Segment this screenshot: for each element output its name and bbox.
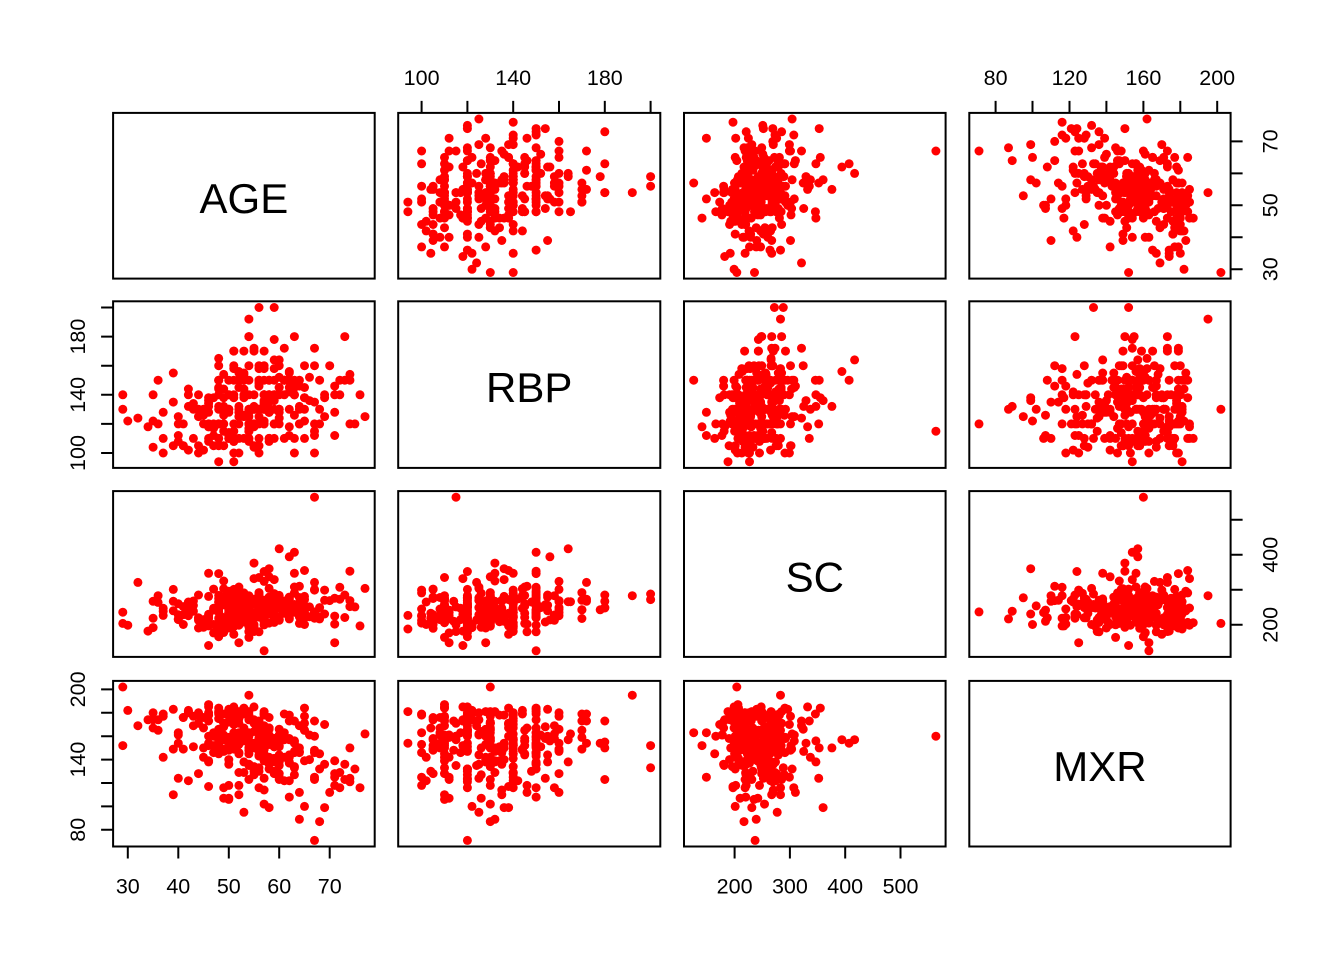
svg-text:50: 50	[1258, 193, 1282, 217]
svg-text:140: 140	[66, 742, 90, 778]
svg-text:400: 400	[827, 875, 863, 899]
svg-text:70: 70	[318, 875, 342, 899]
svg-text:500: 500	[883, 875, 919, 899]
svg-text:200: 200	[1199, 66, 1235, 90]
svg-text:80: 80	[66, 818, 90, 842]
svg-text:200: 200	[717, 875, 753, 899]
svg-text:70: 70	[1258, 129, 1282, 153]
svg-text:180: 180	[66, 319, 90, 355]
svg-text:60: 60	[267, 875, 291, 899]
svg-text:40: 40	[166, 875, 190, 899]
svg-text:30: 30	[116, 875, 140, 899]
svg-text:120: 120	[1052, 66, 1088, 90]
svg-text:160: 160	[1125, 66, 1161, 90]
svg-text:300: 300	[772, 875, 808, 899]
svg-text:100: 100	[404, 66, 440, 90]
svg-text:140: 140	[66, 377, 90, 413]
svg-text:180: 180	[587, 66, 623, 90]
svg-text:MXR: MXR	[1053, 743, 1146, 790]
svg-text:200: 200	[66, 671, 90, 707]
svg-text:140: 140	[495, 66, 531, 90]
svg-text:SC: SC	[786, 554, 844, 601]
svg-text:30: 30	[1258, 257, 1282, 281]
svg-text:AGE: AGE	[200, 175, 289, 222]
svg-text:80: 80	[984, 66, 1008, 90]
svg-text:100: 100	[66, 435, 90, 471]
svg-text:400: 400	[1258, 537, 1282, 573]
svg-text:RBP: RBP	[486, 364, 572, 411]
svg-text:50: 50	[217, 875, 241, 899]
svg-text:200: 200	[1258, 607, 1282, 643]
